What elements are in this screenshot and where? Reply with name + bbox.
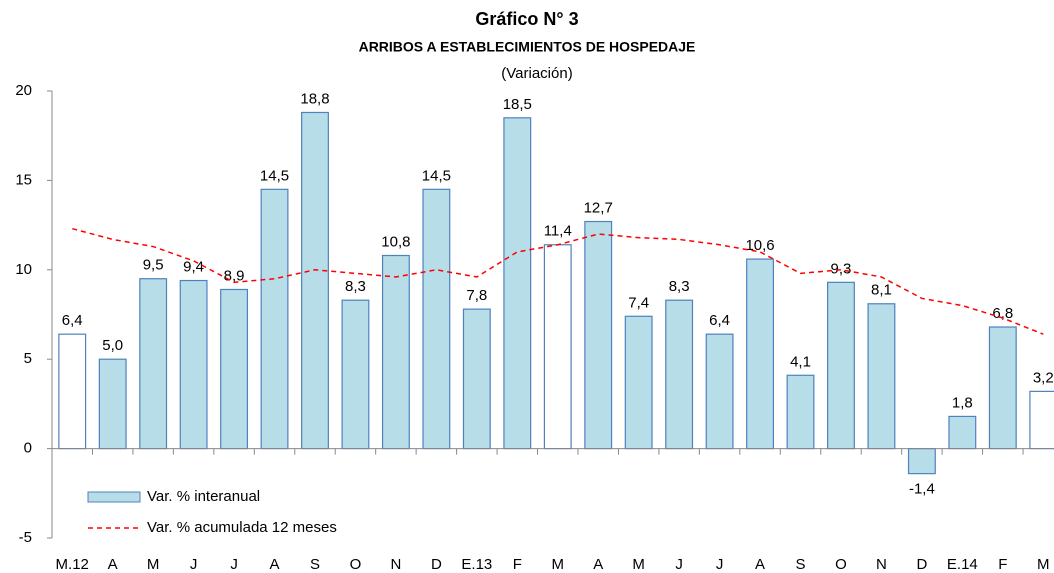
x-tick-label: M <box>632 556 645 573</box>
x-tick-label: N <box>876 556 887 573</box>
y-tick-label: 20 <box>15 82 32 99</box>
x-tick-label: S <box>310 556 320 573</box>
x-tick-label: A <box>593 556 603 573</box>
value-label: 10,6 <box>745 237 774 254</box>
x-tick-label: S <box>796 556 806 573</box>
legend-swatch <box>87 491 141 503</box>
x-tick-label: J <box>716 556 724 573</box>
value-label: 8,3 <box>345 278 366 295</box>
chart-subtitle: ARRIBOS A ESTABLECIMIENTOS DE HOSPEDAJE <box>359 39 696 55</box>
value-label: -1,4 <box>909 481 935 498</box>
bar <box>705 333 734 450</box>
value-label: 6,4 <box>62 312 83 329</box>
x-tick-label: O <box>835 556 847 573</box>
value-label: 11,4 <box>544 223 572 240</box>
bar <box>381 254 410 450</box>
x-tick-label: D <box>916 556 927 573</box>
x-tick-label: F <box>513 556 522 573</box>
bar <box>422 188 451 450</box>
value-label: 4,1 <box>790 353 811 370</box>
bar <box>543 244 572 450</box>
x-tick-label: A <box>108 556 118 573</box>
bar <box>98 358 127 450</box>
y-tick-label: 0 <box>24 440 32 457</box>
bar <box>260 188 289 450</box>
bar <box>139 278 168 450</box>
legend-label: Var. % acumulada 12 meses <box>147 519 337 536</box>
x-tick-label: E.13 <box>461 556 492 573</box>
x-tick-label: A <box>755 556 765 573</box>
x-tick-label: N <box>390 556 401 573</box>
x-tick-label: J <box>675 556 683 573</box>
value-label: 6,4 <box>709 312 730 329</box>
value-label: 14,5 <box>260 167 289 184</box>
bar <box>341 299 370 450</box>
x-tick-label: M <box>552 556 565 573</box>
y-tick-label: 5 <box>24 350 32 367</box>
bar <box>584 220 613 450</box>
line <box>72 227 1044 335</box>
value-label: 8,1 <box>871 282 892 299</box>
value-label: 12,7 <box>584 199 613 216</box>
bar <box>786 374 815 450</box>
bar <box>867 303 896 450</box>
bar <box>624 315 653 450</box>
y-tick-label: 15 <box>15 171 32 188</box>
value-label: 9,3 <box>831 260 852 277</box>
x-tick-label: M.12 <box>56 556 89 573</box>
x-tick-label: O <box>350 556 362 573</box>
bar <box>462 308 491 450</box>
x-tick-label: D <box>431 556 442 573</box>
unit-note: (Variación) <box>501 65 572 82</box>
value-label: 7,4 <box>628 294 649 311</box>
x-tick-label: F <box>998 556 1007 573</box>
value-label: 8,3 <box>669 278 690 295</box>
value-label: 14,5 <box>422 167 451 184</box>
bar <box>503 117 532 450</box>
y-tick-label: -5 <box>19 529 32 546</box>
bar <box>220 288 249 450</box>
chart-title: Gráfico N° 3 <box>475 9 578 29</box>
x-tick-label: E.14 <box>947 556 978 573</box>
value-label: 6,8 <box>992 305 1013 322</box>
value-label: 9,4 <box>183 258 204 275</box>
bar <box>665 299 694 450</box>
y-tick-label: 10 <box>15 261 32 278</box>
x-tick-label: A <box>270 556 280 573</box>
value-label: 10,8 <box>381 233 410 250</box>
x-tick-label: M <box>147 556 160 573</box>
x-tick-label: J <box>230 556 238 573</box>
value-label: 7,8 <box>466 287 487 304</box>
bar <box>907 448 936 475</box>
x-tick-label: M <box>1037 556 1050 573</box>
x-tick-label: J <box>190 556 198 573</box>
bar <box>179 279 208 450</box>
bar <box>988 326 1017 450</box>
value-label: 1,8 <box>952 394 973 411</box>
value-label: 3,2 <box>1033 369 1054 386</box>
value-label: 9,5 <box>143 257 164 274</box>
value-label: 5,0 <box>102 337 123 354</box>
bar <box>1029 390 1054 450</box>
value-label: 18,8 <box>300 90 329 107</box>
bar <box>948 415 977 450</box>
value-label: 18,5 <box>503 96 532 113</box>
bar <box>827 281 855 450</box>
bar <box>746 258 775 450</box>
bar <box>301 111 329 450</box>
bar <box>58 333 87 450</box>
legend-label: Var. % interanual <box>147 488 260 505</box>
